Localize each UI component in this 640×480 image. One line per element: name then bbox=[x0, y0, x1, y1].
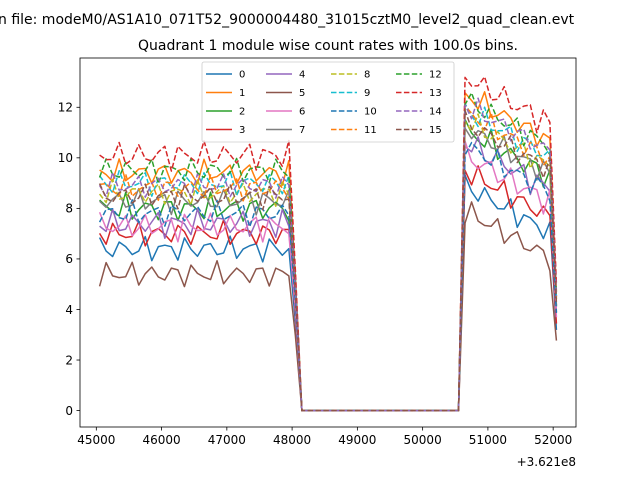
legend-label-13: 13 bbox=[429, 88, 442, 99]
plot-area: 45000 46000 47000 48000 49000 50000 51000 52000… bbox=[58, 57, 577, 469]
axes-frame bbox=[79, 57, 577, 428]
legend-label-11: 11 bbox=[364, 125, 377, 136]
x-tick-label: 47000 bbox=[208, 433, 246, 447]
x-tick-label: 49000 bbox=[338, 433, 376, 447]
legend-label-4: 4 bbox=[299, 70, 305, 81]
legend-label-10: 10 bbox=[364, 107, 377, 118]
x-tick-label: 50000 bbox=[404, 433, 442, 447]
legend-label-5: 5 bbox=[299, 88, 305, 99]
series-line-12 bbox=[98, 92, 558, 412]
chart-title: Quadrant 1 module wise count rates with … bbox=[138, 38, 518, 54]
x-tick-label: 45000 bbox=[77, 433, 115, 447]
y-tick-label: 4 bbox=[65, 303, 73, 317]
y-tick-label: 6 bbox=[65, 252, 73, 266]
legend-label-1: 1 bbox=[239, 88, 245, 99]
x-axis: 45000 46000 47000 48000 49000 50000 51000 52000 bbox=[77, 427, 572, 447]
figure-suptitle: n file: modeM0/AS1A10_071T52_9000004480_… bbox=[0, 12, 575, 28]
y-tick-label: 12 bbox=[58, 101, 73, 115]
y-tick-label: 8 bbox=[65, 202, 73, 216]
legend-label-12: 12 bbox=[429, 70, 442, 81]
legend-label-2: 2 bbox=[239, 107, 245, 118]
legend-frame bbox=[201, 61, 455, 143]
legend-label-7: 7 bbox=[299, 125, 305, 136]
legend-label-6: 6 bbox=[299, 107, 305, 118]
legend-label-0: 0 bbox=[239, 70, 245, 81]
x-tick-label: 48000 bbox=[273, 433, 311, 447]
x-tick-label: 51000 bbox=[469, 433, 507, 447]
y-axis: 0 2 4 6 8 10 12 bbox=[58, 101, 80, 418]
x-axis-offset-label: +3.621e8 bbox=[517, 455, 576, 469]
y-tick-label: 2 bbox=[65, 353, 73, 367]
x-tick-label: 52000 bbox=[534, 433, 572, 447]
legend-label-3: 3 bbox=[239, 125, 245, 136]
series-line-9 bbox=[98, 103, 558, 412]
y-tick-label: 0 bbox=[65, 404, 73, 418]
legend-label-8: 8 bbox=[364, 70, 370, 81]
legend-label-9: 9 bbox=[364, 88, 370, 99]
legend-label-15: 15 bbox=[429, 125, 442, 136]
legend-label-14: 14 bbox=[429, 107, 442, 118]
series-group bbox=[98, 76, 558, 412]
series-line-15 bbox=[98, 109, 558, 412]
y-tick-label: 10 bbox=[58, 151, 73, 165]
x-tick-label: 46000 bbox=[142, 433, 180, 447]
